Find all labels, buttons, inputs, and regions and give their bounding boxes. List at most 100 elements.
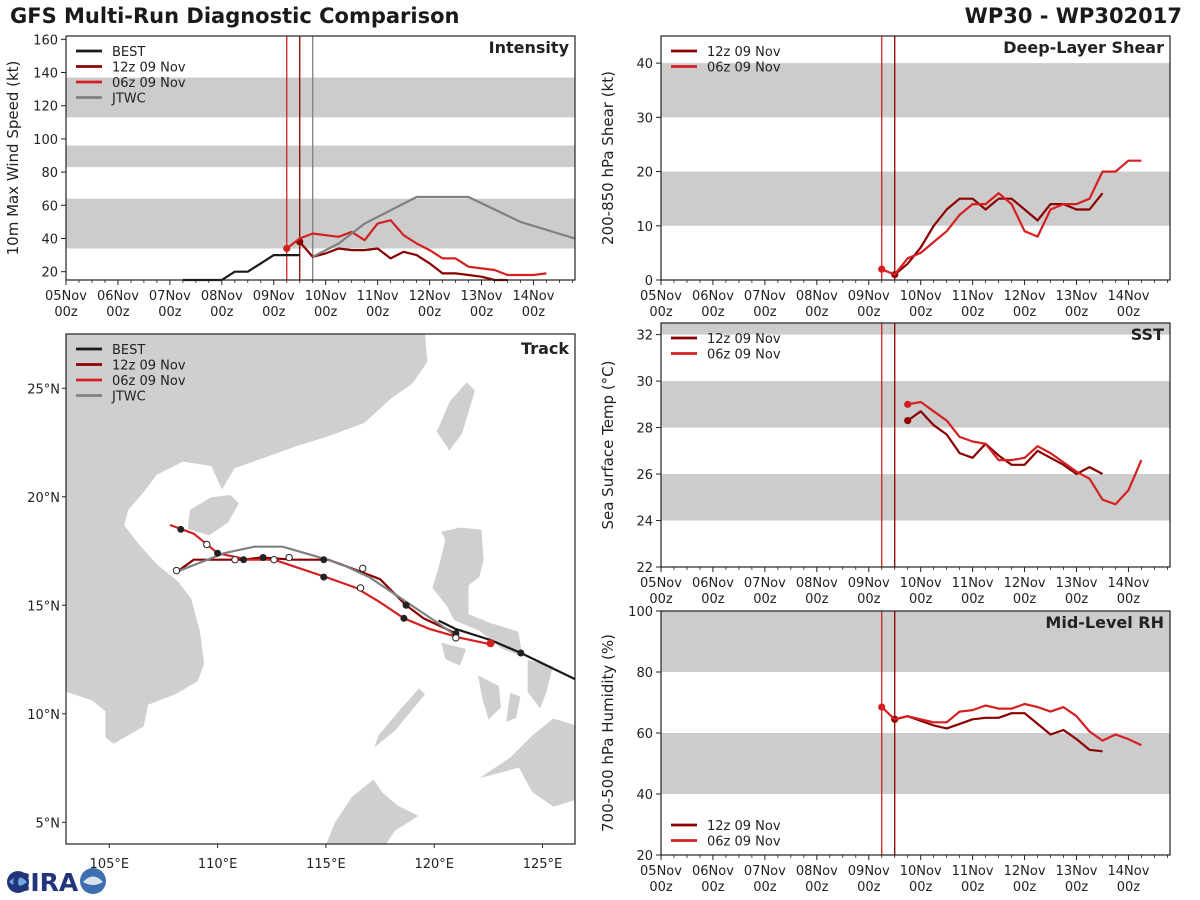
sst-ylabel: Sea Surface Temp (°C) xyxy=(599,360,617,529)
track-marker-filled xyxy=(177,525,185,533)
intensity-xtick-label-hour: 00z xyxy=(314,305,338,320)
shear-panel-title: Deep-Layer Shear xyxy=(1003,38,1164,57)
shear-ytick-label: 40 xyxy=(636,57,653,72)
intensity-xtick-label-hour: 00z xyxy=(470,305,494,320)
sst-xtick-label-hour: 00z xyxy=(909,592,933,607)
track-marker-filled xyxy=(320,573,328,581)
sst-xtick-label-date: 14Nov xyxy=(1107,576,1149,591)
track-marker-filled xyxy=(400,614,408,622)
sst-ytick-label: 32 xyxy=(636,329,653,344)
sst-xtick-label-date: 12Nov xyxy=(1004,576,1046,591)
rh-xtick-label-hour: 00z xyxy=(1065,880,1089,895)
shear-xtick-label-date: 12Nov xyxy=(1004,289,1046,304)
intensity-xtick-label-hour: 00z xyxy=(106,305,130,320)
sst-xtick-label-hour: 00z xyxy=(649,592,673,607)
rh-xtick-label-hour: 00z xyxy=(805,880,829,895)
intensity-xtick-label-date: 07Nov xyxy=(149,289,191,304)
rh-legend-label: 12z 09 Nov xyxy=(707,819,781,834)
rh-xtick-label-date: 12Nov xyxy=(1004,864,1046,879)
shear-xtick-label-hour: 00z xyxy=(701,305,725,320)
intensity-ytick-label: 20 xyxy=(41,266,58,281)
sst-xtick-label-hour: 00z xyxy=(961,592,985,607)
sst-panel: 22242628303205Nov00z06Nov00z07Nov00z08No… xyxy=(599,322,1171,607)
landmass-taiwan xyxy=(435,381,476,452)
intensity-xtick-label-date: 11Nov xyxy=(357,289,399,304)
shear-ytick-label: 20 xyxy=(636,166,653,181)
rh-xtick-label-date: 07Nov xyxy=(744,864,786,879)
intensity-ytick-label: 100 xyxy=(33,133,58,148)
shear-xtick-label-hour: 00z xyxy=(1065,305,1089,320)
track-marker-open xyxy=(270,556,278,564)
rh-ytick-label: 80 xyxy=(636,666,653,681)
rh-xtick-label-hour: 00z xyxy=(909,880,933,895)
shear-shade-band xyxy=(661,63,1170,118)
sst-xtick-label-date: 05Nov xyxy=(640,576,682,591)
rh-shade-band xyxy=(661,611,1170,672)
intensity-shade-band xyxy=(66,198,575,249)
track-series-12z-09-nov xyxy=(177,556,457,635)
intensity-xtick-label-date: 09Nov xyxy=(253,289,295,304)
landmass-samar-leyte xyxy=(526,658,554,711)
sst-legend-label: 06z 09 Nov xyxy=(707,348,781,363)
intensity-series-jtwc xyxy=(312,195,576,258)
sst-legend-label: 12z 09 Nov xyxy=(707,332,781,347)
track-marker-filled xyxy=(517,649,525,657)
shear-xtick-label-date: 09Nov xyxy=(848,289,890,304)
sst-ytick-label: 28 xyxy=(636,422,653,437)
track-legend-label: JTWC xyxy=(111,390,146,405)
shear-shade-band xyxy=(661,171,1170,226)
rh-ytick-label: 60 xyxy=(636,727,653,742)
shear-ytick-label: 0 xyxy=(645,274,653,289)
intensity-xtick-label-hour: 00z xyxy=(158,305,182,320)
intensity-legend-label: BEST xyxy=(112,45,145,60)
track-marker-filled xyxy=(214,549,222,557)
rh-start-point xyxy=(878,703,886,711)
intensity-ytick-label: 60 xyxy=(41,199,58,214)
track-marker-open xyxy=(452,634,460,642)
track-panel: 105°E 110°E 115°E 120°E 125°E 5°N 10°N 15°N 20°N… xyxy=(27,333,576,872)
rh-xtick-label-date: 11Nov xyxy=(952,864,994,879)
rh-xtick-label-date: 10Nov xyxy=(900,864,942,879)
intensity-start-point xyxy=(283,244,291,253)
track-panel-title: Track xyxy=(521,339,569,358)
intensity-xtick-label-date: 05Nov xyxy=(45,289,87,304)
rh-xtick-label-date: 13Nov xyxy=(1056,864,1098,879)
track-ytick-label: 10°N xyxy=(27,708,60,723)
intensity-xtick-label-date: 08Nov xyxy=(201,289,243,304)
intensity-ylabel: 10m Max Wind Speed (kt) xyxy=(4,61,22,256)
rh-ytick-label: 20 xyxy=(636,849,653,864)
sst-xtick-label-date: 07Nov xyxy=(744,576,786,591)
track-xtick-label: 120°E xyxy=(414,857,454,872)
intensity-shade-band xyxy=(66,145,575,168)
rh-xtick-label-hour: 00z xyxy=(857,880,881,895)
track-legend-label: BEST xyxy=(112,343,145,358)
rh-shade-band xyxy=(661,733,1170,794)
shear-xtick-label-date: 08Nov xyxy=(796,289,838,304)
rh-xtick-label-hour: 00z xyxy=(649,880,673,895)
rh-xtick-label-hour: 00z xyxy=(753,880,777,895)
figure-title: GFS Multi-Run Diagnostic Comparison xyxy=(10,4,460,28)
sst-xtick-label-date: 09Nov xyxy=(848,576,890,591)
track-marker-filled xyxy=(402,601,410,609)
intensity-ytick-label: 40 xyxy=(41,233,58,248)
intensity-xtick-label-date: 12Nov xyxy=(409,289,451,304)
shear-xtick-label-hour: 00z xyxy=(753,305,777,320)
sst-shade-band xyxy=(661,323,1170,335)
rh-xtick-label-hour: 00z xyxy=(1013,880,1037,895)
track-marker-open xyxy=(172,566,181,575)
track-marker-open xyxy=(203,540,211,549)
landmass-panay-negros xyxy=(476,673,502,722)
sst-panel-title: SST xyxy=(1131,325,1164,344)
track-marker-open xyxy=(356,584,365,592)
sst-xtick-label-date: 06Nov xyxy=(692,576,734,591)
track-ytick-label: 25°N xyxy=(27,382,60,397)
track-xtick-label: 115°E xyxy=(306,857,346,872)
rh-xtick-label-hour: 00z xyxy=(1117,880,1141,895)
shear-xtick-label-date: 14Nov xyxy=(1107,289,1149,304)
track-axes-frame xyxy=(65,333,576,845)
intensity-ytick-label: 120 xyxy=(33,100,58,115)
shear-xtick-label-hour: 00z xyxy=(909,305,933,320)
sst-xtick-label-hour: 00z xyxy=(1117,592,1141,607)
sst-xtick-label-hour: 00z xyxy=(805,592,829,607)
